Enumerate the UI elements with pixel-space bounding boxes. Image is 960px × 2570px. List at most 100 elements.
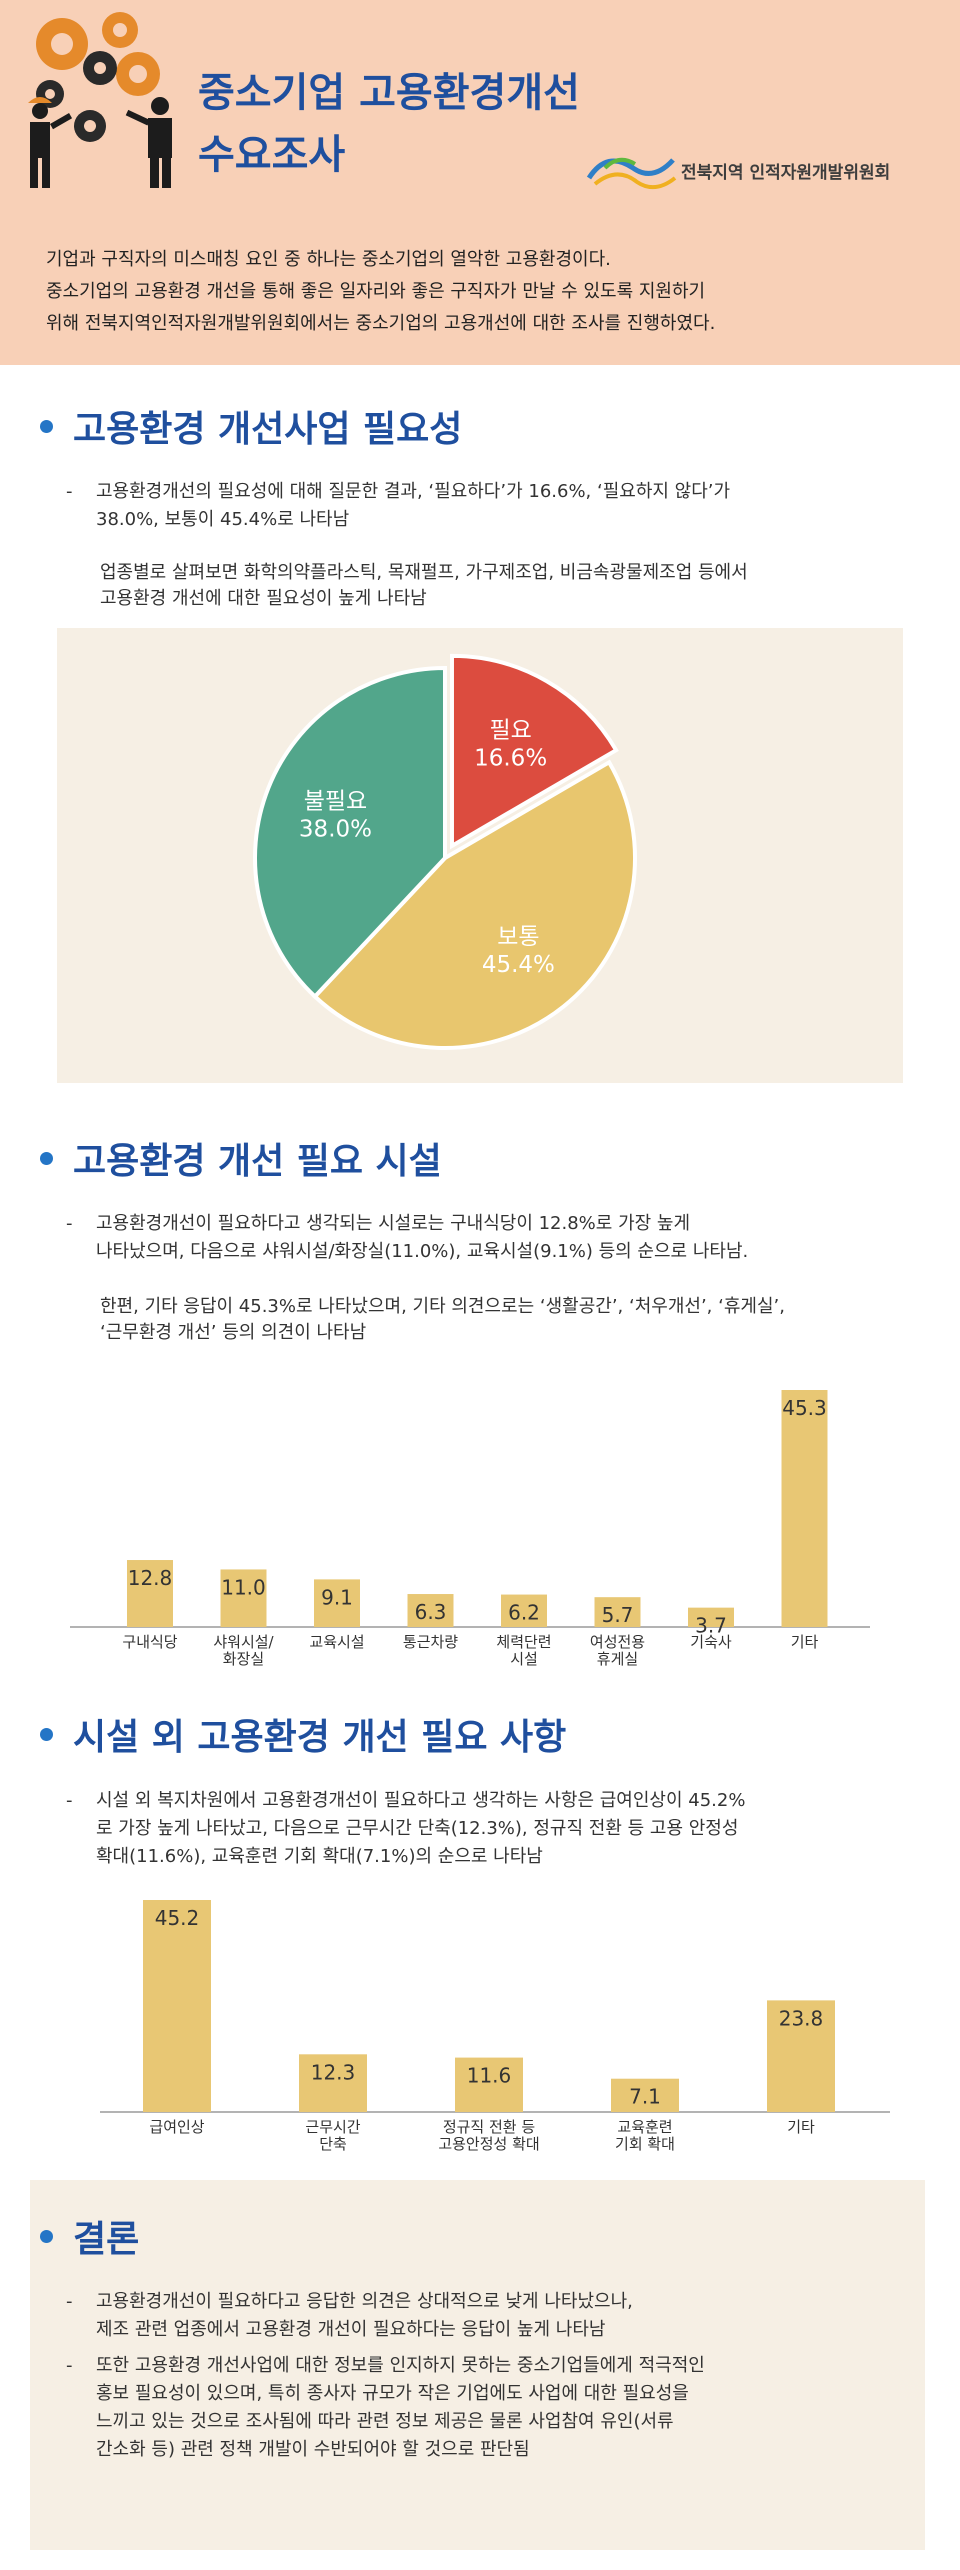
- bar-6: [688, 1607, 734, 1627]
- section2-sub-line2: ‘근무환경 개선’ 등의 의견이 나타남: [100, 1322, 367, 1343]
- conclusion-b1-line1: 고용환경개선이 필요하다고 응답한 의견은 상대적으로 낮게 나타났으나,: [96, 2291, 633, 2312]
- bar-category-label-1: 단축: [319, 2135, 347, 2153]
- bar-category-label-1: 근무시간: [305, 2118, 360, 2136]
- conclusion-bullet-2: - 또한 고용환경 개선사업에 대한 정보를 인지하지 못하는 중소기업들에게 …: [66, 2352, 705, 2464]
- pie-slice-1: [312, 759, 637, 1050]
- intro-line-3: 위해 전북지역인적자원개발위원회에서는 중소기업의 고용개선에 대한 조사를 진…: [46, 313, 716, 334]
- pie-chart-panel: 필요 16.6% 보통 45.4% 불필요 38.0%: [57, 628, 903, 1083]
- bar-value-label-3: 7.1: [629, 2085, 661, 2109]
- intro-line-2: 중소기업의 고용환경 개선을 통해 좋은 일자리와 좋은 구직자가 만날 수 있…: [46, 281, 706, 302]
- bar-value-label-4: 6.2: [508, 1601, 540, 1625]
- bar-category-label-5: 휴게실: [597, 1650, 638, 1668]
- bullet-dot-icon: [40, 2229, 53, 2243]
- section1-sub-line2: 고용환경 개선에 대한 필요성이 높게 나타남: [100, 588, 427, 609]
- bar-3: [407, 1594, 454, 1627]
- dash-icon: -: [66, 1213, 73, 1234]
- bar-0: [143, 1900, 211, 2112]
- section3-bullet-line3: 확대(11.6%), 교육훈련 기회 확대(7.1%)의 순으로 나타남: [96, 1846, 543, 1867]
- section-heading-facilities: 고용환경 개선 필요 시설: [40, 1132, 442, 1184]
- bullet-dot-icon: [40, 1151, 53, 1165]
- section1-bullet-line2: 38.0%, 보통이 45.4%로 나타남: [96, 509, 350, 530]
- conclusion-panel: 결론 - 고용환경개선이 필요하다고 응답한 의견은 상대적으로 낮게 나타났으…: [30, 2180, 925, 2550]
- conclusion-b2-line4: 간소화 등) 관련 정책 개발이 수반되어야 할 것으로 판단됨: [96, 2439, 530, 2460]
- section2-bullet: - 고용환경개선이 필요하다고 생각되는 시설로는 구내식당이 12.8%로 가…: [66, 1210, 748, 1266]
- conclusion-b2-line1: 또한 고용환경 개선사업에 대한 정보를 인지하지 못하는 중소기업들에게 적극…: [96, 2355, 705, 2376]
- dash-icon: -: [66, 481, 73, 502]
- bar-4: [501, 1594, 547, 1627]
- bar-category-label-4: 기타: [787, 2118, 815, 2136]
- bar-category-label-0: 구내식당: [122, 1633, 177, 1651]
- pie-value-1: 45.4%: [482, 952, 555, 978]
- section-heading-conclusion: 결론: [40, 2210, 139, 2262]
- page-title: 중소기업 고용환경개선 수요조사: [198, 62, 678, 186]
- bullet-dot-icon: [40, 419, 53, 433]
- section3-bullet: - 시설 외 복지차원에서 고용환경개선이 필요하다고 생각하는 사항은 급여인…: [66, 1787, 745, 1871]
- section-heading-text: 고용환경 개선 필요 시설: [73, 1141, 442, 1182]
- section2-bullet-line1: 고용환경개선이 필요하다고 생각되는 시설로는 구내식당이 12.8%로 가장 …: [96, 1213, 691, 1234]
- pie-slice-2: [253, 665, 447, 1000]
- pie-label-0: 필요: [489, 718, 531, 744]
- dash-icon: -: [66, 2355, 73, 2376]
- bar-2: [455, 2057, 523, 2112]
- gears-workers-icon: [28, 12, 172, 188]
- bar-category-label-1: 샤워시설/: [213, 1633, 274, 1651]
- title-line-2: 수요조사: [198, 132, 346, 178]
- section-heading-necessity: 고용환경 개선사업 필요성: [40, 400, 462, 452]
- conclusion-b2-line3: 느끼고 있는 것으로 조사됨에 따라 관련 정보 제공은 물론 사업참여 유인(…: [96, 2411, 674, 2432]
- bar-value-label-7: 45.3: [782, 1396, 827, 1420]
- bar-value-label-2: 11.6: [467, 2064, 512, 2088]
- bar-value-label-1: 11.0: [221, 1575, 266, 1599]
- bar-3: [611, 2078, 679, 2112]
- bar-category-label-4: 체력단련: [496, 1633, 551, 1651]
- section-heading-text: 시설 외 고용환경 개선 필요 사항: [73, 1717, 567, 1758]
- pie-label-1: 보통: [497, 924, 539, 950]
- pie-value-2: 38.0%: [299, 817, 372, 843]
- section2-subtext: 한편, 기타 응답이 45.3%로 나타났으며, 기타 의견으로는 ‘생활공간’…: [100, 1294, 785, 1346]
- pie-slice-0: [449, 653, 619, 850]
- bar-1: [299, 2054, 367, 2112]
- swirl-logo-icon: [586, 157, 677, 190]
- bar-category-label-3: 통근차량: [403, 1633, 458, 1651]
- bar-0: [127, 1560, 173, 1627]
- section-heading-text: 결론: [73, 2219, 140, 2260]
- bar-2: [314, 1579, 360, 1627]
- bar-value-label-4: 23.8: [779, 2006, 824, 2030]
- intro-text: 기업과 구직자의 미스매칭 요인 중 하나는 중소기업의 열악한 고용환경이다.…: [46, 244, 926, 340]
- bar-5: [594, 1597, 641, 1627]
- section3-bullet-line2: 로 가장 높게 나타났고, 다음으로 근무시간 단축(12.3%), 정규직 전…: [96, 1818, 739, 1839]
- bar-category-label-2: 고용안정성 확대: [438, 2135, 539, 2153]
- section1-sub-line1: 업종별로 살펴보면 화학의약플라스틱, 목재펄프, 가구제조업, 비금속광물제조…: [100, 562, 748, 583]
- bar-category-label-0: 급여인상: [149, 2118, 204, 2136]
- header-banner: 중소기업 고용환경개선 수요조사 전북지역 인적자원개발위원회 기업과 구직자의…: [0, 0, 960, 365]
- bar-category-label-3: 기회 확대: [615, 2135, 675, 2153]
- dash-icon: -: [66, 2291, 73, 2312]
- title-line-1: 중소기업 고용환경개선: [198, 70, 580, 116]
- bar-category-label-2: 정규직 전환 등: [443, 2118, 536, 2136]
- section-heading-other-needs: 시설 외 고용환경 개선 필요 사항: [40, 1708, 566, 1760]
- org-name: 전북지역 인적자원개발위원회: [681, 163, 891, 183]
- bar-value-label-3: 6.3: [415, 1600, 447, 1624]
- dash-icon: -: [66, 1790, 73, 1811]
- section1-subtext: 업종별로 살펴보면 화학의약플라스틱, 목재펄프, 가구제조업, 비금속광물제조…: [100, 560, 748, 612]
- bar-value-label-0: 45.2: [155, 1906, 200, 1930]
- section1-bullet-line1: 고용환경개선의 필요성에 대해 질문한 결과, ‘필요하다’가 16.6%, ‘…: [96, 481, 731, 502]
- pie-value-0: 16.6%: [474, 746, 547, 772]
- facilities-bar-chart: 12.8 구내식당 11.0 샤워시설/화장실 9.1 교육시설 6.3 통근차량 6.2 체력단…: [70, 1390, 870, 1668]
- section-heading-text: 고용환경 개선사업 필요성: [73, 409, 463, 450]
- bar-4: [767, 2000, 835, 2112]
- section2-sub-line1: 한편, 기타 응답이 45.3%로 나타났으며, 기타 의견으로는 ‘생활공간’…: [100, 1296, 785, 1317]
- bar-7: [781, 1390, 828, 1627]
- bar-value-label-5: 5.7: [602, 1603, 634, 1627]
- section3-bullet-line1: 시설 외 복지차원에서 고용환경개선이 필요하다고 생각하는 사항은 급여인상이…: [96, 1790, 746, 1811]
- bullet-dot-icon: [40, 1727, 53, 1741]
- bar-category-label-7: 기타: [791, 1633, 819, 1651]
- bar-1: [220, 1569, 267, 1627]
- conclusion-bullet-1: - 고용환경개선이 필요하다고 응답한 의견은 상대적으로 낮게 나타났으나, …: [66, 2288, 633, 2344]
- bar-value-label-0: 12.8: [128, 1566, 173, 1590]
- bar-category-label-1: 화장실: [223, 1650, 264, 1668]
- org-logo: 전북지역 인적자원개발위원회: [585, 148, 945, 194]
- section2-bullet-line2: 나타났으며, 다음으로 샤워시설/화장실(11.0%), 교육시설(9.1%) …: [96, 1241, 749, 1262]
- conclusion-b1-line2: 제조 관련 업종에서 고용환경 개선이 필요하다는 응답이 높게 나타남: [96, 2319, 606, 2340]
